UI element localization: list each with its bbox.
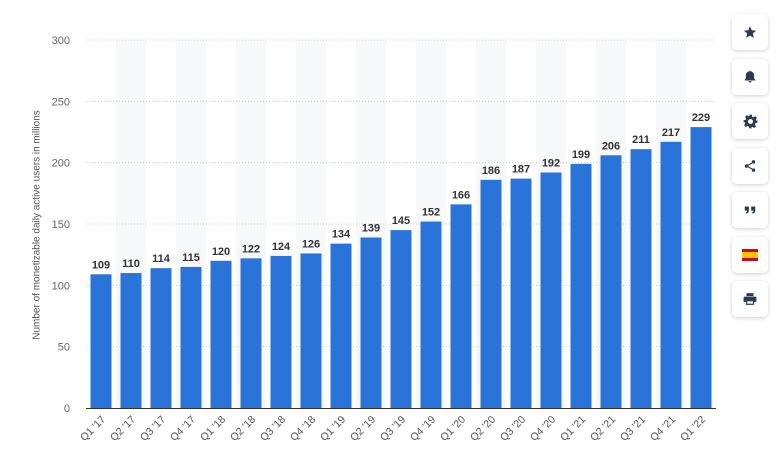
- x-tick-label: Q4 '17: [168, 414, 198, 444]
- y-axis-label: Number of monetizable daily active users…: [31, 110, 43, 340]
- share-icon: [744, 159, 756, 172]
- data-label: 206: [602, 140, 620, 152]
- data-label: 134: [332, 229, 351, 241]
- data-label: 120: [212, 246, 230, 258]
- data-label: 192: [542, 157, 560, 169]
- data-label: 115: [182, 252, 200, 264]
- x-tick-label: Q4 '20: [528, 414, 558, 444]
- data-label: 217: [662, 127, 680, 139]
- data-label: 152: [422, 207, 440, 219]
- toolbar: [732, 14, 768, 326]
- x-tick-label: Q2 '17: [108, 414, 138, 444]
- data-label: 211: [632, 134, 650, 146]
- chart-area: 0 50 100 150 200 250 300 109 Q1 '17 110 Q2 '17 114 Q…: [31, 35, 716, 444]
- bar: [120, 273, 142, 408]
- y-tick-label: 200: [52, 158, 70, 170]
- data-label: 199: [572, 149, 590, 161]
- print-icon: [743, 293, 757, 305]
- x-tick-label: Q2 '21: [588, 414, 618, 444]
- y-tick-label: 50: [58, 342, 70, 354]
- x-tick-label: Q1 '22: [678, 414, 708, 444]
- data-label: 229: [692, 112, 710, 124]
- quote-icon: [744, 206, 756, 214]
- x-tick-label: Q2 '20: [468, 414, 498, 444]
- bar: [300, 253, 322, 408]
- data-label: 110: [122, 258, 140, 270]
- bar: [570, 163, 592, 408]
- x-tick-label: Q1 '18: [198, 414, 228, 444]
- bar: [270, 255, 292, 408]
- bar: [480, 179, 502, 408]
- x-tick-label: Q3 '18: [258, 414, 288, 444]
- data-label: 166: [452, 189, 470, 201]
- bar: [510, 178, 532, 408]
- language-button[interactable]: [732, 236, 768, 273]
- x-tick-label: Q2 '19: [348, 414, 378, 444]
- share-button[interactable]: [732, 147, 768, 184]
- bar: [360, 237, 382, 408]
- y-tick-label: 100: [52, 280, 70, 292]
- bar-chart: 0 50 100 150 200 250 300 109 Q1 '17 110 Q2 '17 114 Q…: [52, 35, 716, 444]
- bar: [330, 243, 352, 408]
- data-label: 145: [392, 215, 410, 227]
- x-tick-label: Q3 '20: [498, 414, 528, 444]
- x-tick-label: Q3 '21: [618, 414, 648, 444]
- data-label: 124: [272, 241, 291, 253]
- bar: [150, 268, 172, 408]
- notification-button[interactable]: [732, 58, 768, 95]
- x-tick-label: Q4 '18: [288, 414, 318, 444]
- x-tick-label: Q1 '20: [438, 414, 468, 444]
- favorite-button[interactable]: [732, 14, 768, 50]
- bar: [450, 204, 472, 408]
- x-tick-label: Q3 '17: [138, 414, 168, 444]
- x-tick-label: Q1 '21: [558, 414, 588, 444]
- print-button[interactable]: [732, 281, 768, 317]
- spain-flag-icon: [742, 248, 758, 261]
- bar: [630, 149, 652, 408]
- bell-icon: [744, 70, 756, 83]
- gear-icon: [743, 114, 757, 128]
- x-tick-label: Q4 '21: [648, 414, 678, 444]
- bar: [690, 127, 712, 409]
- bar: [210, 260, 232, 408]
- data-label: 139: [362, 222, 380, 234]
- bar: [600, 155, 622, 408]
- data-label: 114: [152, 253, 171, 265]
- y-tick-label: 0: [64, 403, 70, 415]
- data-label: 122: [242, 243, 260, 255]
- x-tick-label: Q2 '18: [228, 414, 258, 444]
- x-tick-label: Q3 '19: [378, 414, 408, 444]
- data-label: 109: [92, 259, 110, 271]
- star-icon: [743, 26, 757, 38]
- bar: [90, 274, 112, 408]
- data-label: 126: [302, 238, 320, 250]
- settings-button[interactable]: [732, 103, 768, 139]
- bar: [660, 141, 682, 408]
- data-label: 186: [482, 165, 500, 177]
- data-label: 187: [512, 164, 530, 176]
- x-tick-label: Q4 '19: [408, 414, 438, 444]
- bar: [420, 221, 442, 408]
- y-tick-label: 250: [52, 96, 70, 108]
- bar: [390, 230, 412, 408]
- y-tick-label: 150: [52, 219, 70, 231]
- y-tick-label: 300: [52, 35, 70, 47]
- bar: [240, 258, 262, 408]
- x-tick-label: Q1 '19: [318, 414, 348, 444]
- cite-button[interactable]: [732, 192, 768, 228]
- bar: [540, 172, 562, 408]
- x-tick-label: Q1 '17: [78, 414, 108, 444]
- bar: [180, 266, 202, 408]
